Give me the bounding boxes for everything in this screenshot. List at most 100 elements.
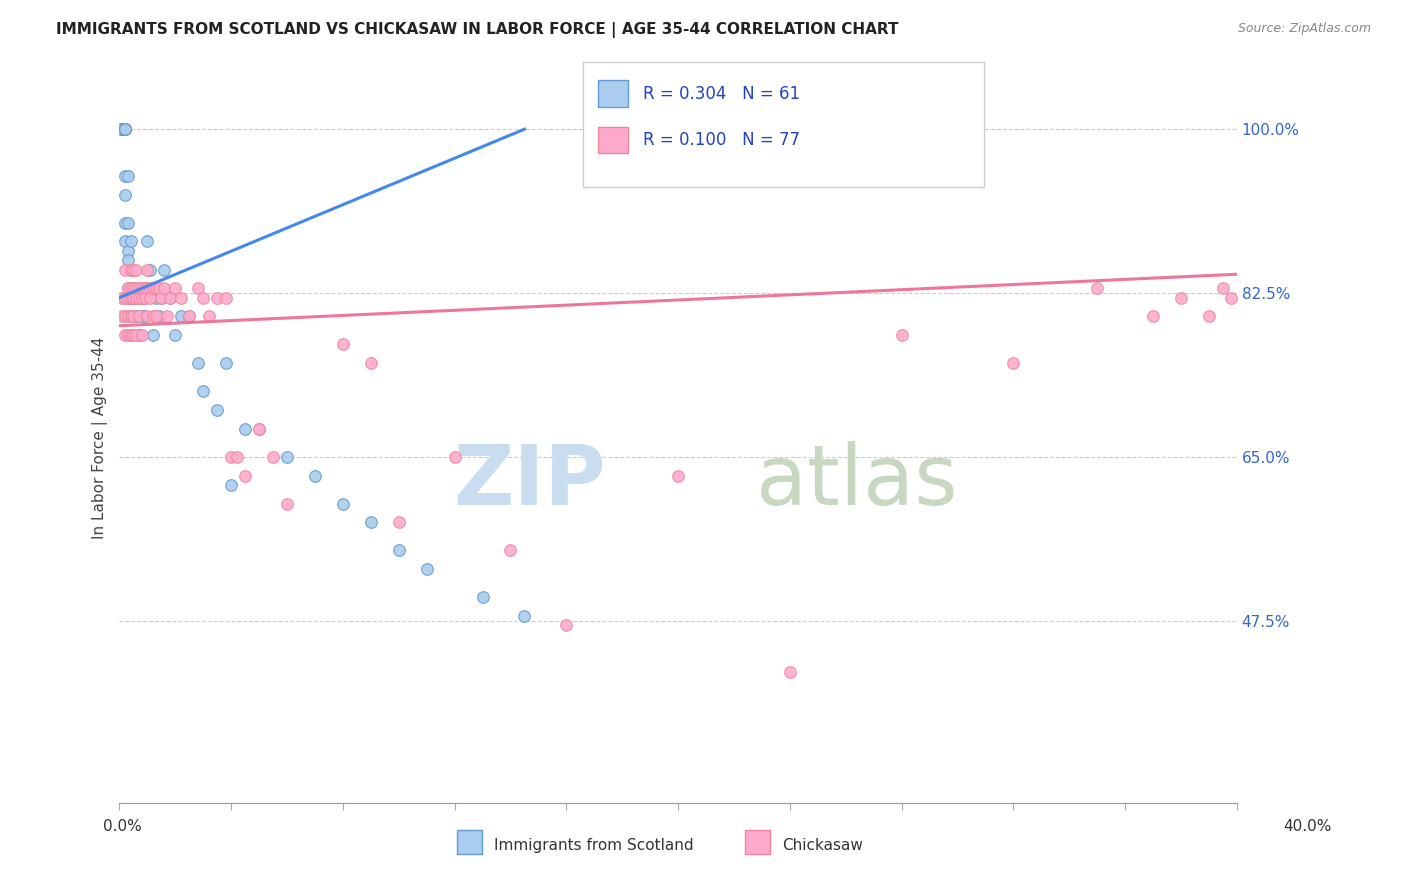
Text: Chickasaw: Chickasaw	[782, 838, 863, 853]
Point	[247, 422, 270, 436]
Point	[111, 310, 134, 324]
Point	[233, 468, 256, 483]
Point	[666, 468, 689, 483]
Point	[111, 122, 134, 136]
Point	[128, 291, 150, 305]
Point	[179, 310, 201, 324]
Point	[120, 328, 142, 343]
Point	[156, 310, 179, 324]
Point	[117, 291, 139, 305]
Point	[262, 450, 284, 464]
Point	[304, 468, 326, 483]
Point	[499, 543, 522, 558]
Text: Immigrants from Scotland: Immigrants from Scotland	[494, 838, 693, 853]
Point	[332, 337, 354, 351]
Text: Source: ZipAtlas.com: Source: ZipAtlas.com	[1237, 22, 1371, 36]
Point	[332, 497, 354, 511]
Point	[153, 281, 176, 295]
Point	[125, 291, 148, 305]
Point	[114, 122, 136, 136]
Point	[122, 291, 145, 305]
Point	[136, 310, 159, 324]
Point	[360, 356, 382, 370]
Point	[117, 310, 139, 324]
Point	[388, 543, 411, 558]
Text: R = 0.100   N = 77: R = 0.100 N = 77	[643, 131, 800, 149]
Point	[233, 422, 256, 436]
Point	[219, 450, 242, 464]
Point	[159, 291, 181, 305]
Point	[114, 216, 136, 230]
Point	[1085, 281, 1108, 295]
Point	[136, 281, 159, 295]
Point	[1220, 291, 1243, 305]
Text: atlas: atlas	[756, 442, 957, 523]
Point	[193, 291, 215, 305]
Text: 0.0%: 0.0%	[103, 820, 142, 834]
Point	[114, 122, 136, 136]
Point	[219, 478, 242, 492]
Point	[142, 310, 165, 324]
Point	[187, 356, 209, 370]
Point	[117, 169, 139, 183]
Point	[443, 450, 465, 464]
Point	[111, 122, 134, 136]
Point	[165, 281, 187, 295]
Text: ZIP: ZIP	[453, 442, 606, 523]
Point	[145, 281, 167, 295]
Point	[111, 291, 134, 305]
Point	[114, 122, 136, 136]
Point	[122, 281, 145, 295]
Point	[142, 281, 165, 295]
Point	[117, 281, 139, 295]
Point	[388, 516, 411, 530]
Point	[114, 328, 136, 343]
Point	[225, 450, 247, 464]
Text: IMMIGRANTS FROM SCOTLAND VS CHICKASAW IN LABOR FORCE | AGE 35-44 CORRELATION CHA: IMMIGRANTS FROM SCOTLAND VS CHICKASAW IN…	[56, 22, 898, 38]
Point	[125, 291, 148, 305]
Point	[142, 328, 165, 343]
Point	[122, 291, 145, 305]
Point	[134, 291, 156, 305]
Point	[170, 310, 193, 324]
Point	[360, 516, 382, 530]
Point	[120, 281, 142, 295]
Point	[179, 310, 201, 324]
Point	[1212, 281, 1234, 295]
Point	[165, 328, 187, 343]
Point	[117, 291, 139, 305]
Point	[170, 291, 193, 305]
Point	[131, 281, 153, 295]
Text: R = 0.304   N = 61: R = 0.304 N = 61	[643, 85, 800, 103]
Point	[117, 216, 139, 230]
Point	[120, 262, 142, 277]
Point	[117, 253, 139, 268]
Point	[120, 235, 142, 249]
Point	[145, 291, 167, 305]
Point	[153, 262, 176, 277]
Point	[120, 262, 142, 277]
Point	[276, 450, 298, 464]
Point	[120, 291, 142, 305]
Point	[134, 310, 156, 324]
Point	[205, 403, 228, 417]
Point	[1198, 310, 1220, 324]
Point	[122, 328, 145, 343]
Point	[415, 562, 437, 576]
Point	[114, 291, 136, 305]
Point	[125, 262, 148, 277]
Point	[148, 310, 170, 324]
Point	[890, 328, 912, 343]
Point	[145, 310, 167, 324]
Point	[134, 291, 156, 305]
Point	[139, 281, 162, 295]
Point	[131, 291, 153, 305]
Point	[120, 291, 142, 305]
Point	[128, 291, 150, 305]
Point	[513, 609, 536, 624]
Point	[128, 281, 150, 295]
Point	[114, 122, 136, 136]
Point	[131, 310, 153, 324]
Point	[111, 122, 134, 136]
Point	[779, 665, 801, 679]
